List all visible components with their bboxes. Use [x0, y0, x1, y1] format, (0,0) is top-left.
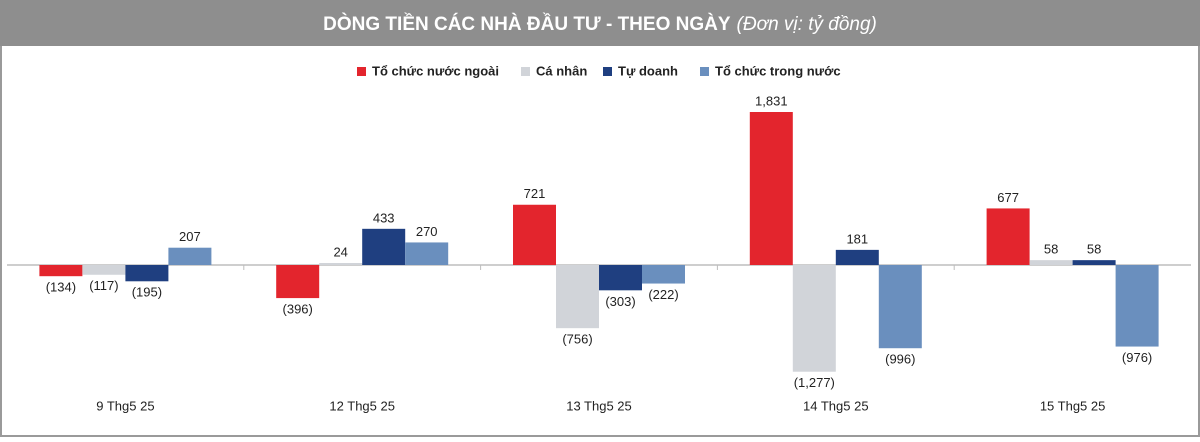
data-label: 1,831: [755, 93, 788, 108]
bar: [513, 204, 556, 265]
legend-swatch: [521, 67, 530, 76]
data-label: 721: [524, 186, 546, 201]
bar: [792, 265, 836, 372]
bar: [835, 249, 879, 265]
legend-label: Tự doanh: [618, 63, 678, 78]
data-label: 270: [416, 224, 438, 239]
chart-title: DÒNG TIỀN CÁC NHÀ ĐẦU TƯ - THEO NGÀY: [323, 13, 731, 35]
x-tick-label: 12 Thg5 25: [329, 398, 395, 413]
bar: [168, 247, 212, 265]
data-label: (134): [46, 280, 76, 295]
bar: [986, 208, 1030, 265]
data-label: (396): [283, 302, 313, 317]
bar: [1029, 260, 1073, 265]
bar: [362, 228, 406, 265]
bar: [405, 242, 449, 265]
data-label: 207: [179, 229, 201, 244]
data-label: (976): [1122, 350, 1152, 365]
chart-subtitle: (Đơn vị: tỷ đồng): [737, 14, 877, 35]
legend-swatch: [357, 67, 366, 76]
data-label: (996): [885, 352, 915, 367]
data-label: (303): [605, 294, 635, 309]
data-label: 58: [1087, 242, 1101, 257]
data-label: 433: [373, 210, 395, 225]
data-label: (117): [89, 278, 118, 293]
bar: [319, 262, 363, 265]
bar: [878, 265, 922, 349]
bar: [556, 265, 599, 329]
data-label: 58: [1044, 242, 1058, 257]
bar: [39, 265, 83, 277]
x-tick-label: 13 Thg5 25: [566, 398, 632, 413]
data-label: (756): [562, 332, 592, 347]
legend-label: Tổ chức nước ngoài: [372, 63, 499, 78]
legend-swatch: [603, 67, 612, 76]
bar: [125, 265, 169, 282]
data-label: (222): [648, 287, 678, 302]
bar: [642, 265, 685, 284]
x-tick-label: 9 Thg5 25: [96, 398, 154, 413]
data-label: (1,277): [794, 375, 835, 390]
bar: [1115, 265, 1159, 347]
data-label: (195): [132, 285, 162, 300]
data-label: 24: [333, 244, 347, 259]
bar: [276, 265, 320, 299]
legend-label: Cá nhân: [536, 63, 587, 78]
bar: [599, 265, 642, 291]
data-label: 181: [846, 231, 868, 246]
title-group: DÒNG TIỀN CÁC NHÀ ĐẦU TƯ - THEO NGÀY (Đơn…: [323, 13, 877, 35]
data-label: 677: [997, 190, 1019, 205]
bar: [82, 265, 126, 275]
legend-swatch: [700, 67, 709, 76]
title-bar: [0, 0, 1200, 46]
bar: [749, 112, 793, 265]
legend-label: Tổ chức trong nước: [715, 63, 841, 78]
x-tick-label: 14 Thg5 25: [803, 398, 869, 413]
x-tick-label: 15 Thg5 25: [1040, 398, 1106, 413]
bar: [1072, 260, 1116, 265]
